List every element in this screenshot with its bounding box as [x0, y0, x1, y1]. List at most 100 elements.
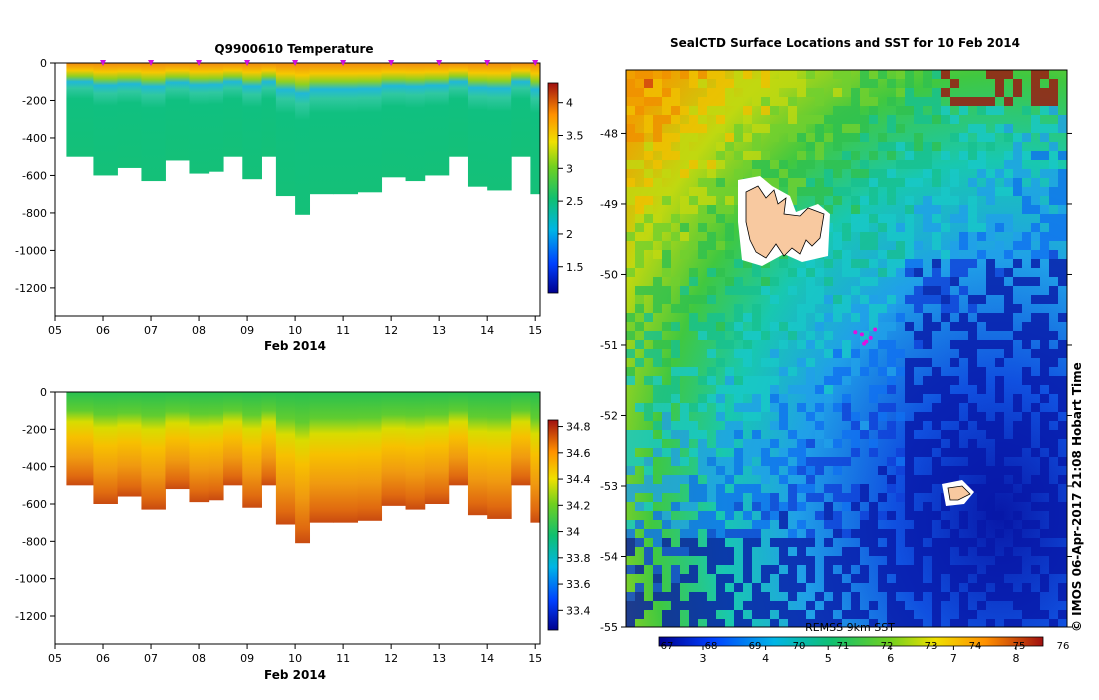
sst-cell — [905, 385, 914, 394]
sst-cell — [995, 466, 1004, 475]
sst-cell — [716, 187, 725, 196]
sst-cell — [788, 430, 797, 439]
profile-marker — [196, 60, 203, 66]
sst-cell — [869, 394, 878, 403]
salinity-y-axis: 0-200-400-600-800-1000-1200 — [15, 386, 55, 623]
sst-cell — [644, 124, 653, 133]
profile-marker — [244, 60, 251, 66]
sst-cell — [887, 79, 896, 88]
sst-cell — [1031, 178, 1040, 187]
sst-cell — [770, 502, 779, 511]
sst-cell — [887, 223, 896, 232]
sst-cell — [635, 187, 644, 196]
sst-cell — [932, 115, 941, 124]
sst-cell — [797, 160, 806, 169]
sst-cell — [644, 376, 653, 385]
sst-cell — [698, 196, 707, 205]
sst-cell — [779, 259, 788, 268]
sst-cell — [977, 313, 986, 322]
sst-cell — [1022, 196, 1031, 205]
sst-cell — [833, 484, 842, 493]
sst-cell — [635, 133, 644, 142]
sst-cell — [671, 214, 680, 223]
sst-cell — [896, 574, 905, 583]
sst-cell — [941, 250, 950, 259]
sst-cell — [761, 106, 770, 115]
sst-cell — [977, 232, 986, 241]
sst-cell — [1040, 70, 1049, 79]
sst-cell — [878, 223, 887, 232]
sst-cell — [743, 529, 752, 538]
sst-cell — [716, 340, 725, 349]
sst-cell — [923, 313, 932, 322]
sst-cell — [698, 322, 707, 331]
heard-island — [942, 480, 974, 506]
sst-cell — [905, 574, 914, 583]
sst-cell — [1031, 250, 1040, 259]
sst-cell — [977, 97, 986, 106]
sst-cell — [905, 196, 914, 205]
sst-cell — [995, 277, 1004, 286]
sst-cell — [833, 88, 842, 97]
sst-cell — [797, 448, 806, 457]
sst-cell — [1049, 223, 1058, 232]
sst-cell — [995, 376, 1004, 385]
sst-cell — [707, 205, 716, 214]
sst-cell — [626, 178, 635, 187]
sst-cell — [887, 430, 896, 439]
sst-cell — [941, 556, 950, 565]
sst-cell — [995, 475, 1004, 484]
sst-cell — [653, 232, 662, 241]
sst-cell — [806, 601, 815, 610]
map-frame — [625, 69, 1068, 628]
sst-cell — [635, 358, 644, 367]
sst-cell — [1004, 484, 1013, 493]
sst-cell — [986, 574, 995, 583]
sst-cell — [635, 295, 644, 304]
sst-cell — [707, 322, 716, 331]
sst-cell — [968, 538, 977, 547]
sst-cell — [869, 106, 878, 115]
sst-cell — [1040, 295, 1049, 304]
sst-cell — [662, 169, 671, 178]
sst-cell — [833, 196, 842, 205]
sst-cell — [914, 97, 923, 106]
sst-cell — [788, 484, 797, 493]
seal-position — [873, 327, 878, 332]
sst-cell — [995, 574, 1004, 583]
sst-cell — [1022, 205, 1031, 214]
sst-cell — [770, 394, 779, 403]
sst-cell — [743, 70, 752, 79]
sst-cell — [842, 547, 851, 556]
sst-cell — [1022, 106, 1031, 115]
sst-cell — [860, 529, 869, 538]
sst-cell — [968, 124, 977, 133]
sst-cell — [914, 448, 923, 457]
sst-cell — [716, 475, 725, 484]
sst-cell — [806, 358, 815, 367]
sst-cell — [716, 358, 725, 367]
sst-cell — [1022, 340, 1031, 349]
lat-tick-label: -52 — [600, 409, 618, 422]
sst-cell — [887, 97, 896, 106]
sst-cell — [842, 376, 851, 385]
sst-cell — [662, 259, 671, 268]
sst-cell — [932, 556, 941, 565]
sst-cell — [905, 475, 914, 484]
sst-cell — [770, 124, 779, 133]
sst-cell — [1049, 439, 1058, 448]
sst-cell — [698, 394, 707, 403]
sst-cell — [842, 295, 851, 304]
sst-cell — [905, 493, 914, 502]
sst-cell — [977, 574, 986, 583]
sst-cell — [842, 133, 851, 142]
sst-cell — [1013, 421, 1022, 430]
sst-cell — [1022, 583, 1031, 592]
sst-cell — [1040, 205, 1049, 214]
sst-cell — [1013, 403, 1022, 412]
sst-cell — [734, 349, 743, 358]
sst-cell — [860, 214, 869, 223]
sst-cell — [851, 556, 860, 565]
sst-cell — [1040, 466, 1049, 475]
sst-cell — [734, 259, 743, 268]
